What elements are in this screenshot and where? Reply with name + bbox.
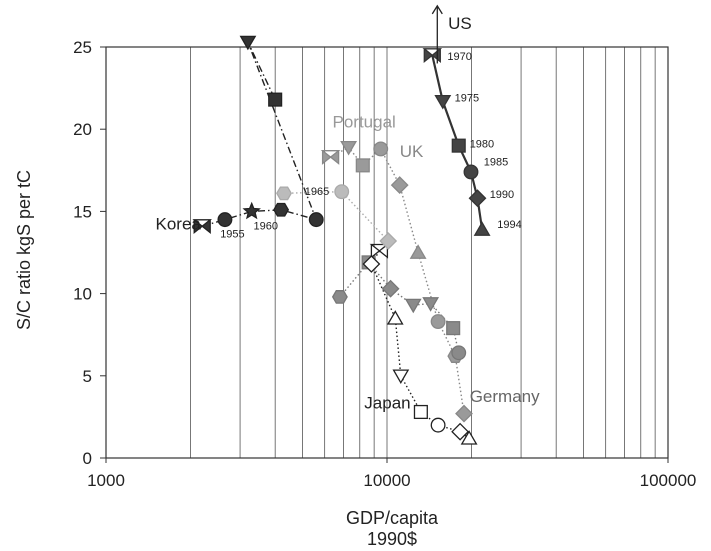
point-us-diamond — [468, 189, 487, 208]
year-label: 1955 — [220, 229, 244, 241]
country-label: US — [448, 14, 472, 33]
year-label: 1965 — [305, 186, 329, 198]
point-uk-circle — [430, 314, 446, 329]
point-korea-square — [268, 92, 283, 107]
country-label: Portugal — [333, 113, 396, 132]
y-tick-label: 10 — [73, 285, 92, 304]
point-us-circle — [463, 164, 479, 180]
point-us-bowtie — [422, 48, 443, 63]
year-label: 1970 — [447, 51, 471, 63]
series-line-korea — [202, 41, 318, 227]
point-germany-square — [446, 321, 461, 336]
country-label: UK — [400, 142, 424, 161]
point-portugal-diamond — [379, 232, 398, 250]
y-tick-label: 25 — [73, 38, 92, 57]
series-line-japan — [370, 250, 470, 439]
point-portugal-circle — [334, 184, 350, 200]
point-uk-diamond — [455, 404, 473, 423]
point-germany-triangle-down — [422, 297, 440, 312]
y-axis-title: S/C ratio kgS per tC — [14, 170, 34, 330]
year-label: 1960 — [254, 221, 278, 233]
point-korea-circle — [308, 212, 324, 228]
us-arrow-head — [431, 4, 443, 15]
point-japan-square — [413, 404, 428, 420]
gridlines — [190, 47, 656, 458]
year-label: 1980 — [470, 138, 494, 150]
year-label: 1994 — [497, 219, 521, 231]
year-label: 1975 — [455, 92, 479, 104]
point-portugal-hexagon — [276, 186, 292, 201]
year-label: 1990 — [490, 189, 514, 201]
x-tick-label: 10000 — [363, 471, 410, 490]
x-tick-label: 1000 — [87, 471, 125, 490]
point-us-triangle-down — [434, 94, 452, 110]
axis-ticks: 0 5 10 15 20 25 1000 10000 100000 — [73, 38, 696, 490]
country-label: Japan — [364, 394, 410, 413]
point-korea-bowtie — [192, 219, 213, 234]
point-japan-triangle-down — [392, 369, 410, 385]
point-japan-triangle-up — [386, 310, 404, 325]
point-japan-diamond — [362, 255, 381, 273]
point-us-triangle-up — [473, 221, 491, 236]
point-uk-square — [355, 158, 370, 173]
point-korea-circle — [217, 212, 233, 228]
y-tick-label: 15 — [73, 202, 92, 221]
point-uk-diamond — [390, 176, 409, 195]
point-korea-triangle-down — [239, 35, 257, 51]
series-markers — [192, 35, 491, 445]
point-germany-diamond — [381, 279, 400, 298]
country-label: Korea — [156, 215, 202, 234]
country-label: Germany — [470, 387, 540, 406]
y-tick-label: 20 — [73, 120, 92, 139]
point-korea-hexagon — [273, 202, 290, 217]
point-japan-triangle-up — [460, 430, 478, 445]
point-uk-triangle-down — [340, 140, 358, 156]
point-japan-circle — [430, 417, 446, 433]
x-tick-label: 100000 — [640, 471, 697, 490]
point-uk-triangle-up — [409, 244, 427, 259]
x-axis-unit: 1990$ — [367, 529, 417, 549]
point-us-square — [451, 138, 466, 153]
point-japan-diamond — [451, 422, 470, 441]
point-germany-circle — [451, 345, 467, 361]
point-germany-hexagon — [331, 290, 348, 304]
point-germany-triangle-down — [404, 298, 422, 314]
series-line-portugal — [283, 190, 389, 242]
point-korea-star — [242, 201, 261, 220]
y-tick-label: 5 — [83, 367, 92, 386]
series-line-germany — [339, 261, 460, 353]
point-uk-bowtie — [320, 150, 341, 165]
y-tick-label: 0 — [83, 449, 92, 468]
x-axis-title: GDP/capita — [346, 508, 439, 528]
year-label: 1985 — [484, 156, 508, 168]
point-uk-circle — [373, 141, 389, 157]
